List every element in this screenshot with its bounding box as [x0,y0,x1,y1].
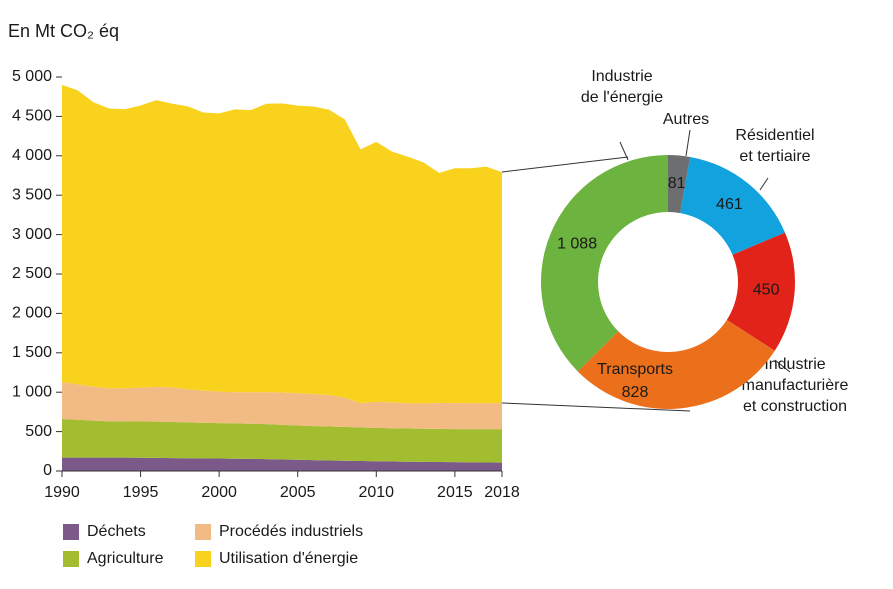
x-tick-label: 2018 [484,484,520,501]
area [62,381,502,430]
area [62,84,502,404]
x-tick-label: 2010 [358,484,394,501]
area [62,457,502,471]
y-tick-label: 5 000 [12,68,52,85]
connector [501,156,629,173]
donut-slice [668,155,691,214]
x-tick-label: 1995 [123,484,159,501]
legend-swatch [195,524,211,540]
category-label-line: Industrie [591,68,652,85]
category-label-line: de l'énergie [581,89,663,106]
value-label: 461 [716,196,743,213]
donut-slice [541,155,668,372]
category-label: Transports [597,361,673,378]
leader [759,177,769,191]
legend-swatch [195,551,211,567]
category-label: Industrie manufacturière et construction [742,356,849,415]
x-tick-label: 2005 [280,484,316,501]
legend-swatch [63,524,79,540]
area [62,418,502,463]
legend-swatch [63,551,79,567]
y-tick-label: 0 [43,462,52,479]
legend-label: Déchets [87,523,146,540]
value-label: 450 [753,282,780,299]
category-label-line: et construction [743,398,847,415]
leader [619,141,629,161]
donut-slice [726,232,796,351]
category-label-line: Autres [663,111,709,128]
y-axis-title: En Mt CO₂ éq [8,21,119,41]
y-tick-label: 3 000 [12,226,52,243]
y-tick-label: 500 [25,423,52,440]
y-tick-label: 2 000 [12,305,52,322]
category-label: Autres [663,111,709,128]
category-label: Résidentiel et tertiaire [735,127,814,165]
category-label-line: Résidentiel [735,127,814,144]
x-tick-label: 2015 [437,484,473,501]
legend-label: Utilisation d'énergie [219,550,358,567]
donut-slice [680,156,785,255]
category-label-line: et tertiaire [739,148,810,165]
connector [501,402,691,412]
x-tick-label: 2000 [201,484,237,501]
category-label-line: Transports [597,361,673,378]
leader [774,359,791,373]
value-label: 1 088 [557,235,597,252]
y-tick-label: 1 500 [12,344,52,361]
donut-slice [577,319,775,409]
legend-label: Agriculture [87,550,164,567]
legend-label: Procédés industriels [219,523,363,540]
x-tick-label: 1990 [44,484,80,501]
value-label: 828 [622,384,649,401]
y-tick-label: 4 500 [12,108,52,125]
y-tick-label: 2 500 [12,265,52,282]
category-label-line: Industrie [764,356,825,373]
value-label: 81 [668,175,686,192]
y-tick-label: 1 000 [12,383,52,400]
category-label: Industrie de l'énergie [581,68,663,106]
leader [685,129,691,157]
category-label-line: manufacturière [742,377,849,394]
y-tick-label: 4 000 [12,147,52,164]
y-tick-label: 3 500 [12,186,52,203]
